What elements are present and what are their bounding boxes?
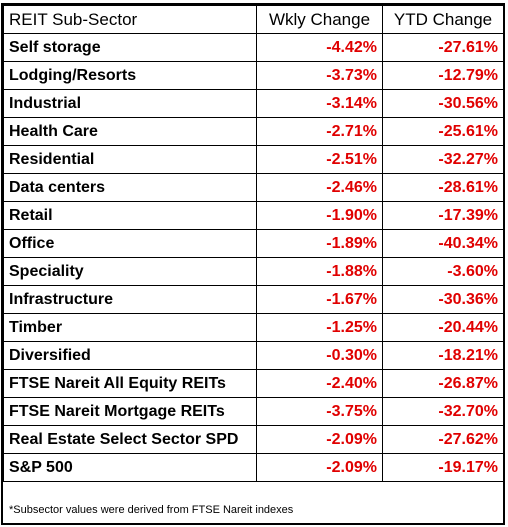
ytd-change-cell: -32.27%	[382, 145, 504, 174]
sector-cell: Speciality	[3, 257, 257, 286]
sector-cell: Industrial	[3, 89, 257, 118]
ytd-change-cell: -30.56%	[382, 89, 504, 118]
sector-cell: Lodging/Resorts	[3, 61, 257, 90]
sector-cell: Residential	[3, 145, 257, 174]
sector-cell: Self storage	[3, 33, 257, 62]
weekly-change-cell: -2.46%	[256, 173, 383, 202]
table-row: Self storage -4.42% -27.61%	[3, 33, 504, 62]
ytd-change-cell: -26.87%	[382, 369, 504, 398]
weekly-change-cell: -1.25%	[256, 313, 383, 342]
weekly-change-cell: -3.73%	[256, 61, 383, 90]
ytd-change-cell: -18.21%	[382, 341, 504, 370]
table-row: Infrastructure -1.67% -30.36%	[3, 285, 504, 314]
ytd-change-cell: -40.34%	[382, 229, 504, 258]
header-sector: REIT Sub-Sector	[3, 5, 257, 34]
footnote: *Subsector values were derived from FTSE…	[9, 504, 294, 516]
weekly-change-cell: -2.71%	[256, 117, 383, 146]
reit-performance-table: REIT Sub-Sector Wkly Change YTD Change S…	[3, 5, 504, 482]
table-row: Timber -1.25% -20.44%	[3, 313, 504, 342]
table-row: Health Care -2.71% -25.61%	[3, 117, 504, 146]
weekly-change-cell: -1.90%	[256, 201, 383, 230]
weekly-change-cell: -3.14%	[256, 89, 383, 118]
weekly-change-cell: -2.09%	[256, 453, 383, 482]
ytd-change-cell: -32.70%	[382, 397, 504, 426]
ytd-change-cell: -19.17%	[382, 453, 504, 482]
table-row: Office -1.89% -40.34%	[3, 229, 504, 258]
table-row: Real Estate Select Sector SPD -2.09% -27.6…	[3, 425, 504, 454]
table-row: Data centers -2.46% -28.61%	[3, 173, 504, 202]
weekly-change-cell: -2.09%	[256, 425, 383, 454]
sector-cell: FTSE Nareit Mortgage REITs	[3, 397, 257, 426]
weekly-change-cell: -3.75%	[256, 397, 383, 426]
table-row: FTSE Nareit All Equity REITs -2.40% -26.87…	[3, 369, 504, 398]
table-header-row: REIT Sub-Sector Wkly Change YTD Change	[3, 5, 504, 34]
ytd-change-cell: -3.60%	[382, 257, 504, 286]
ytd-change-cell: -27.61%	[382, 33, 504, 62]
table-row: Industrial -3.14% -30.56%	[3, 89, 504, 118]
weekly-change-cell: -0.30%	[256, 341, 383, 370]
weekly-change-cell: -4.42%	[256, 33, 383, 62]
sector-cell: Timber	[3, 313, 257, 342]
table-row: Lodging/Resorts -3.73% -12.79%	[3, 61, 504, 90]
weekly-change-cell: -2.40%	[256, 369, 383, 398]
table-row: Residential -2.51% -32.27%	[3, 145, 504, 174]
weekly-change-cell: -1.67%	[256, 285, 383, 314]
sector-cell: S&P 500	[3, 453, 257, 482]
weekly-change-cell: -1.89%	[256, 229, 383, 258]
table-row: S&P 500 -2.09% -19.17%	[3, 453, 504, 482]
header-weekly-change: Wkly Change	[256, 5, 383, 34]
sector-cell: Data centers	[3, 173, 257, 202]
sector-cell: Diversified	[3, 341, 257, 370]
ytd-change-cell: -30.36%	[382, 285, 504, 314]
sector-cell: Office	[3, 229, 257, 258]
table-row: Retail -1.90% -17.39%	[3, 201, 504, 230]
table-row: FTSE Nareit Mortgage REITs -3.75% -32.70%	[3, 397, 504, 426]
table-body: Self storage -4.42% -27.61% Lodging/Resorts…	[3, 33, 504, 482]
ytd-change-cell: -27.62%	[382, 425, 504, 454]
ytd-change-cell: -25.61%	[382, 117, 504, 146]
sector-cell: FTSE Nareit All Equity REITs	[3, 369, 257, 398]
table-row: Speciality -1.88% -3.60%	[3, 257, 504, 286]
sector-cell: Real Estate Select Sector SPD	[3, 425, 257, 454]
ytd-change-cell: -20.44%	[382, 313, 504, 342]
table-row: Diversified -0.30% -18.21%	[3, 341, 504, 370]
weekly-change-cell: -2.51%	[256, 145, 383, 174]
reit-table-frame: REIT Sub-Sector Wkly Change YTD Change S…	[1, 3, 505, 525]
weekly-change-cell: -1.88%	[256, 257, 383, 286]
sector-cell: Infrastructure	[3, 285, 257, 314]
sector-cell: Retail	[3, 201, 257, 230]
sector-cell: Health Care	[3, 117, 257, 146]
ytd-change-cell: -17.39%	[382, 201, 504, 230]
ytd-change-cell: -28.61%	[382, 173, 504, 202]
ytd-change-cell: -12.79%	[382, 61, 504, 90]
header-ytd-change: YTD Change	[382, 5, 504, 34]
